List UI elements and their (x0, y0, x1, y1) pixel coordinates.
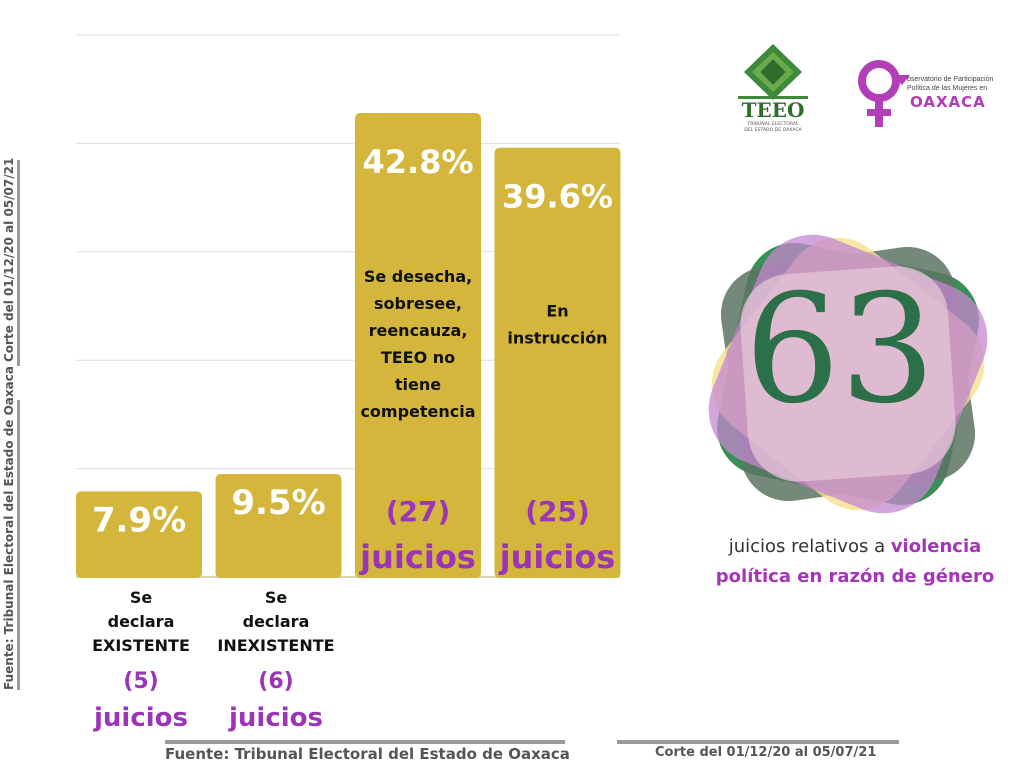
bar-chart: 7.9% 9.5% 42.8% Se desecha, sobresee, reencau… (76, 34, 621, 578)
footer-source: Fuente: Tribunal Electoral del Estado de… (165, 745, 570, 763)
category-label-existente: Se declara EXISTENTE (71, 586, 211, 658)
footer-divider-left (165, 740, 565, 744)
category-label-inexistente: Se declara INEXISTENTE (206, 586, 346, 658)
category-label: En (546, 302, 568, 321)
count-word: juicios (229, 703, 323, 733)
bar (76, 491, 202, 578)
observatorio-line-2: Política de las Mujeres en (907, 85, 988, 92)
value-label: 39.6% (502, 178, 613, 216)
value-label: 7.9% (92, 500, 186, 540)
side-cut-text: Corte del 01/12/20 al 05/07/21 (2, 157, 16, 362)
count-number: (27) (386, 495, 451, 528)
summary-caption: juicios relativos a violencia política e… (690, 532, 1020, 592)
category-label-line: declara (242, 612, 310, 631)
category-label-line: declara (107, 612, 175, 631)
count-number: (25) (525, 495, 590, 528)
category-label-line: Se (264, 588, 288, 607)
count-word: juicios (358, 538, 476, 576)
category-label: tiene (395, 375, 441, 394)
observatorio-line-1: bservatorio de Participación (907, 76, 994, 83)
teeo-logo: TEEO TRIBUNAL ELECTORAL DEL ESTADO DE OA… (738, 44, 808, 133)
caption-highlight-2: política en razón de género (715, 566, 995, 587)
decorative-shapes (708, 234, 988, 514)
bars-group: 7.9% 9.5% 42.8% Se desecha, sobresee, reencau… (76, 113, 621, 578)
bar (215, 474, 342, 578)
observatorio-logo: bservatorio de Participación Política de… (852, 55, 1002, 131)
category-label: Se desecha, (364, 267, 472, 286)
count-inexistente: (6) juicios (206, 665, 346, 737)
category-label-line: INEXISTENTE (217, 636, 335, 655)
value-label: 9.5% (231, 483, 325, 523)
category-label: reencauza, (369, 321, 468, 340)
count-existente: (5) juicios (71, 665, 211, 737)
teeo-name: TEEO (742, 98, 805, 122)
side-divider-bottom (17, 400, 20, 690)
count-word: juicios (498, 538, 616, 576)
bar (494, 147, 621, 578)
venus-symbol-icon (858, 60, 910, 127)
bar (355, 113, 481, 578)
count-number: (6) (258, 669, 294, 694)
category-label: instrucción (507, 329, 607, 348)
footer-cut: Corte del 01/12/20 al 05/07/21 (655, 745, 877, 760)
category-label: competencia (360, 402, 475, 421)
count-word: juicios (94, 703, 188, 733)
total-number: 63 (744, 263, 936, 437)
teeo-sub-1: TRIBUNAL ELECTORAL (746, 121, 799, 127)
value-label: 42.8% (362, 143, 473, 181)
teeo-sub-2: DEL ESTADO DE OAXACA (744, 127, 802, 133)
side-divider-top (17, 160, 20, 366)
count-number: (5) (123, 669, 159, 694)
category-label-line: Se (129, 588, 153, 607)
observatorio-oaxaca: OAXACA (910, 93, 986, 111)
side-source-text: Fuente: Tribunal Electoral del Estado de… (2, 366, 16, 690)
category-label: TEEO no (381, 348, 455, 367)
footer-divider-right (617, 740, 899, 744)
category-label: sobresee, (374, 294, 462, 313)
category-label-line: EXISTENTE (92, 636, 190, 655)
caption-prefix: juicios relativos a (728, 536, 891, 557)
caption-highlight-1: violencia (890, 536, 982, 557)
